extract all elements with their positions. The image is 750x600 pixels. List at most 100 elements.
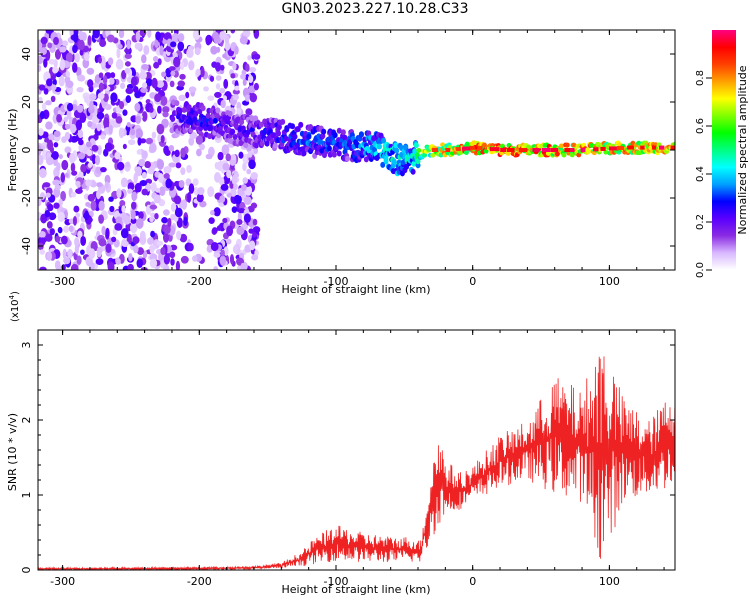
spectrogram-cell xyxy=(87,120,93,128)
spectrogram-cell xyxy=(347,139,353,146)
spectrogram-cell xyxy=(236,218,243,226)
spectrogram-cell xyxy=(187,192,192,203)
spectrogram-cell xyxy=(101,225,106,236)
spectrogram-cell xyxy=(163,209,170,216)
spectrogram-cell xyxy=(246,168,252,175)
spectrogram-cell xyxy=(85,179,93,187)
spectrogram-cell xyxy=(169,251,176,259)
spectrogram-cell xyxy=(77,104,84,113)
spectrogram-cell xyxy=(57,226,63,234)
spectrogram-cell xyxy=(134,42,142,50)
spectrogram-cell xyxy=(147,237,154,245)
spectrogram-cell xyxy=(250,172,258,180)
y-tick-label: -40 xyxy=(20,237,33,255)
spectrogram-cell xyxy=(176,230,182,241)
spectrogram-cell xyxy=(252,218,258,226)
spectrogram-cell xyxy=(242,162,247,172)
spectrogram-cell xyxy=(222,217,228,224)
y-tick-label: 20 xyxy=(20,95,33,109)
spectrogram-cell xyxy=(46,78,53,87)
spectrogram-cell xyxy=(165,178,173,189)
spectrogram-cell xyxy=(129,222,138,234)
spectrogram-cell xyxy=(121,205,126,213)
spectrogram-cell xyxy=(127,263,134,270)
spectrogram-cell xyxy=(186,48,194,59)
spectrogram-cell xyxy=(264,140,270,147)
spectrogram-cell xyxy=(603,149,609,155)
spectrogram-cell xyxy=(80,163,87,173)
spectrogram-cell xyxy=(55,235,61,243)
spectrogram-cell xyxy=(91,144,99,152)
colorbar-tick-label: 0.6 xyxy=(695,118,706,134)
spectrogram-cell xyxy=(586,149,592,154)
spectrogram-cell xyxy=(65,71,71,78)
snr-y-label: SNR (10 * v/v) xyxy=(6,413,19,491)
spectrogram-peak xyxy=(477,146,483,151)
spectrogram-cell xyxy=(63,225,70,233)
spectrogram-cell xyxy=(40,47,48,55)
spectrogram-cell xyxy=(163,173,170,179)
spectrogram-cell xyxy=(230,154,237,161)
spectrogram-cell xyxy=(186,164,192,174)
spectrogram-cell xyxy=(242,30,251,38)
spectrogram-cell xyxy=(141,82,148,89)
spectrogram-cell xyxy=(219,64,225,71)
spectrogram-cell xyxy=(197,108,203,115)
spectrogram-cell xyxy=(188,86,197,93)
spectrogram-cell xyxy=(561,152,567,158)
spectrogram-cell xyxy=(194,47,201,56)
spectrogram-cell xyxy=(58,75,65,87)
spectrogram-cell xyxy=(245,108,253,116)
spectrogram-cell xyxy=(114,223,123,231)
spectrogram-cell xyxy=(308,123,314,130)
spectrogram-peak xyxy=(550,148,559,152)
spectrogram-cell xyxy=(170,202,177,212)
spectrogram-cell xyxy=(126,122,131,128)
spectrogram-cell xyxy=(70,192,77,198)
x-tick-label: -200 xyxy=(187,575,212,588)
spectrogram-cell xyxy=(280,118,286,125)
spectrogram-cell xyxy=(240,73,246,80)
spectrogram-cell xyxy=(147,30,152,38)
spectrogram-cell xyxy=(109,205,115,213)
spectrogram-cell xyxy=(138,158,146,167)
spectrogram-cell xyxy=(422,152,428,158)
spectrogram-cell xyxy=(121,70,127,80)
spectrogram-cell xyxy=(205,153,213,160)
spectrogram-cell xyxy=(156,123,165,135)
spectrogram-cell xyxy=(45,156,54,166)
spectrogram-cell xyxy=(95,258,104,266)
spectrogram-cell xyxy=(72,62,78,73)
spectrogram-cell xyxy=(38,84,46,91)
spectrogram-cell xyxy=(85,201,91,207)
spectrogram-cell xyxy=(276,130,282,137)
spectrogram-cell xyxy=(58,198,63,207)
spectrogram-cell xyxy=(105,227,110,239)
spectrogram-cell xyxy=(56,162,61,172)
spectrogram-cell xyxy=(72,44,78,54)
spectrogram-cell xyxy=(122,143,127,150)
spectrogram-cell xyxy=(115,258,121,265)
spectrogram-cell xyxy=(38,55,43,65)
spectrogram-cell xyxy=(170,258,175,266)
spectrogram-cell xyxy=(99,39,107,48)
spectrogram-cell xyxy=(209,75,215,82)
spectrogram-cell xyxy=(109,77,115,85)
spectrogram-cell xyxy=(96,246,103,254)
spectrogram-cell xyxy=(149,143,157,153)
spectrogram-cell xyxy=(132,86,139,93)
spectrogram-peak xyxy=(564,148,571,152)
spectrogram-cell xyxy=(54,49,62,60)
y-tick-label: -20 xyxy=(20,189,33,207)
spectrogram-cell xyxy=(253,82,259,91)
spectrogram-cell xyxy=(77,129,84,139)
spectrogram-cell xyxy=(39,192,46,200)
spectrogram-cell xyxy=(115,116,123,124)
spectrogram-cell xyxy=(168,66,176,72)
spectrogram-cell xyxy=(124,61,131,67)
spectrogram-cell xyxy=(205,35,211,46)
spectrogram-cell xyxy=(205,112,211,119)
spectrogram-cell xyxy=(139,234,147,245)
spectrogram-cell xyxy=(53,130,61,138)
spectrogram-cell xyxy=(119,101,125,110)
